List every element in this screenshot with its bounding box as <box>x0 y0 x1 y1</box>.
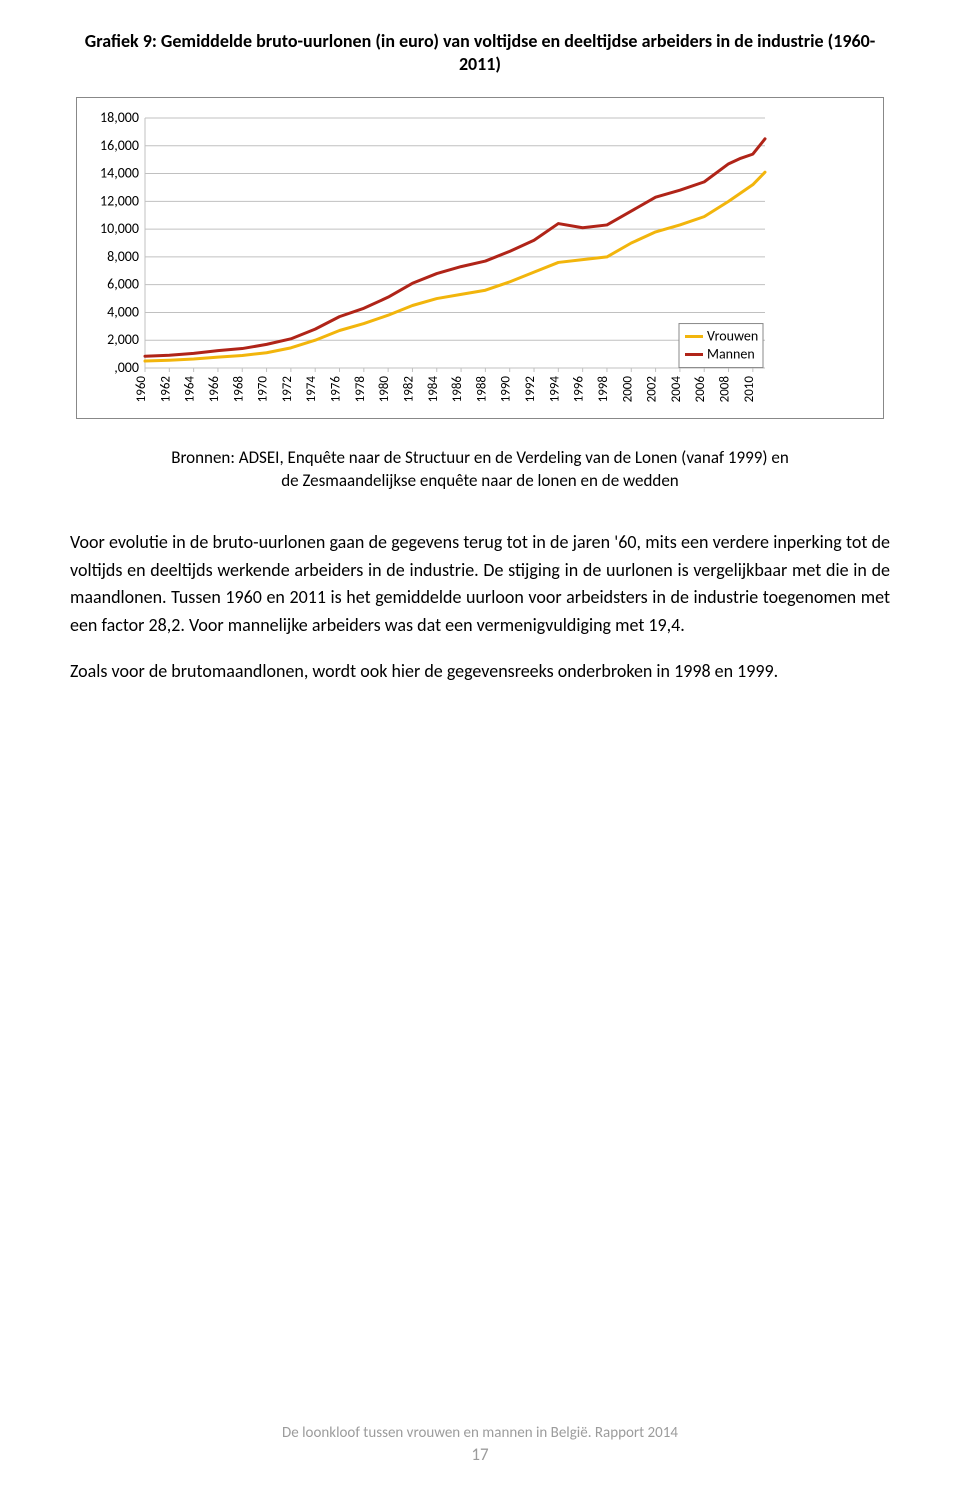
svg-text:12,000: 12,000 <box>100 192 139 209</box>
svg-text:2004: 2004 <box>669 375 684 402</box>
svg-text:1982: 1982 <box>401 375 416 402</box>
legend-label: Vrouwen <box>707 327 758 344</box>
svg-text:1976: 1976 <box>329 375 344 402</box>
svg-text:14,000: 14,000 <box>100 164 139 181</box>
svg-text:1986: 1986 <box>450 375 465 402</box>
svg-text:1972: 1972 <box>280 375 295 402</box>
svg-text:1970: 1970 <box>256 375 271 402</box>
paragraph-1: Voor evolutie in de bruto-uurlonen gaan … <box>70 529 890 641</box>
svg-text:4,000: 4,000 <box>107 303 139 320</box>
svg-text:1980: 1980 <box>377 375 392 402</box>
svg-text:1974: 1974 <box>304 375 319 402</box>
svg-text:2010: 2010 <box>742 375 757 402</box>
footer-page-number: 17 <box>0 1444 960 1465</box>
svg-text:6,000: 6,000 <box>107 275 139 292</box>
legend-label: Mannen <box>707 345 755 362</box>
svg-text:1962: 1962 <box>158 375 173 402</box>
chart-source: Bronnen: ADSEI, Enquête naar de Structuu… <box>100 447 860 493</box>
svg-text:1988: 1988 <box>474 375 489 402</box>
chart-area: ,000 2,000 4,000 6,000 8,000 10,000 12,000 14,0… <box>87 112 873 412</box>
body-text: Voor evolutie in de bruto-uurlonen gaan … <box>70 529 890 686</box>
svg-text:2000: 2000 <box>620 375 635 402</box>
svg-text:2008: 2008 <box>718 375 733 402</box>
footer-doc-title: De loonkloof tussen vrouwen en mannen in… <box>0 1424 960 1442</box>
svg-text:2006: 2006 <box>693 375 708 402</box>
svg-text:1968: 1968 <box>231 375 246 402</box>
svg-text:,000: ,000 <box>114 359 139 376</box>
svg-text:1966: 1966 <box>207 375 222 402</box>
svg-text:1990: 1990 <box>499 375 514 402</box>
chart-title: Grafiek 9: Gemiddelde bruto-uurlonen (in… <box>70 30 890 77</box>
svg-text:2,000: 2,000 <box>107 331 139 348</box>
svg-text:1960: 1960 <box>134 375 149 402</box>
svg-text:16,000: 16,000 <box>100 137 139 154</box>
svg-text:1964: 1964 <box>183 375 198 402</box>
svg-text:10,000: 10,000 <box>100 220 139 237</box>
svg-text:1996: 1996 <box>572 375 587 402</box>
source-line-2: de Zesmaandelijkse enquête naar de lonen… <box>100 470 860 493</box>
chart-container: ,000 2,000 4,000 6,000 8,000 10,000 12,000 14,0… <box>76 97 884 419</box>
page: Grafiek 9: Gemiddelde bruto-uurlonen (in… <box>0 0 960 1489</box>
svg-text:1984: 1984 <box>426 375 441 402</box>
svg-text:1998: 1998 <box>596 375 611 402</box>
svg-text:1994: 1994 <box>547 375 562 402</box>
svg-text:18,000: 18,000 <box>100 112 139 126</box>
page-footer: De loonkloof tussen vrouwen en mannen in… <box>0 1424 960 1465</box>
svg-text:2002: 2002 <box>645 375 660 402</box>
svg-text:8,000: 8,000 <box>107 248 139 265</box>
svg-text:1978: 1978 <box>353 375 368 402</box>
svg-text:1992: 1992 <box>523 375 538 402</box>
line-chart: ,000 2,000 4,000 6,000 8,000 10,000 12,000 14,0… <box>87 112 857 412</box>
source-line-1: Bronnen: ADSEI, Enquête naar de Structuu… <box>100 447 860 470</box>
paragraph-2: Zoals voor de brutomaandlonen, wordt ook… <box>70 658 890 686</box>
